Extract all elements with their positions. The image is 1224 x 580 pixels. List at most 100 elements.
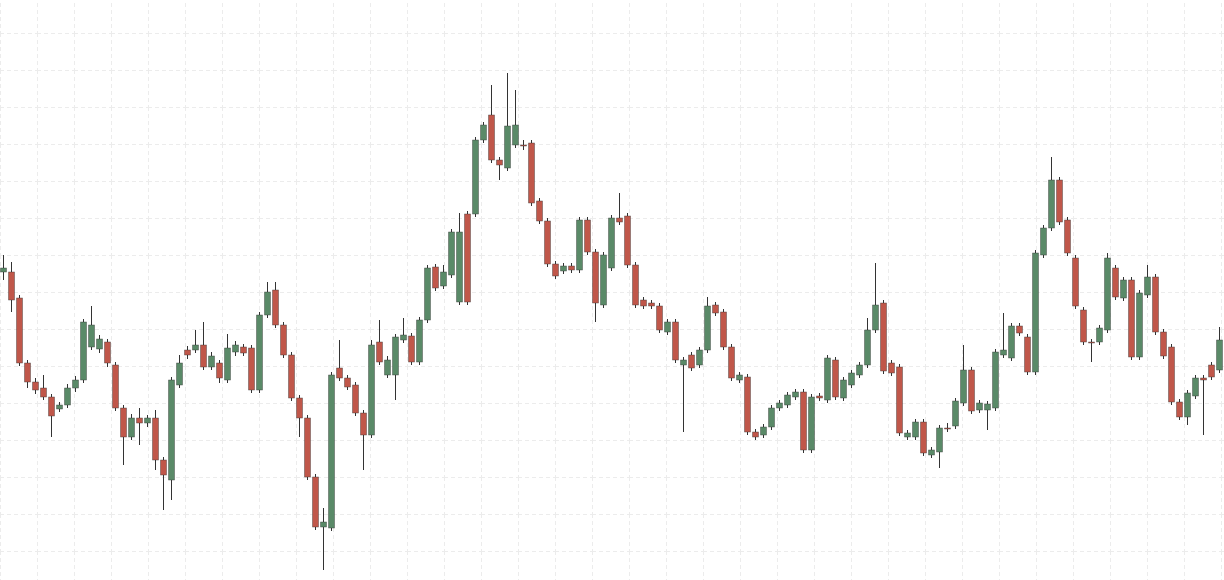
- candle-body: [416, 319, 423, 363]
- candle-body: [616, 217, 623, 223]
- candle-body: [208, 355, 215, 368]
- candle-body: [888, 362, 895, 374]
- candle-body: [472, 139, 479, 215]
- candle-body: [1024, 336, 1031, 373]
- candle-body: [400, 334, 407, 341]
- candle-body: [1152, 276, 1159, 333]
- candle-body: [600, 254, 607, 306]
- candle-body: [1040, 227, 1047, 256]
- candle-body: [1088, 341, 1095, 344]
- candle-body: [680, 359, 687, 366]
- candle-body: [984, 403, 991, 411]
- candle-body: [768, 407, 775, 428]
- candle-body: [488, 114, 495, 161]
- candle-body: [688, 354, 695, 369]
- candle-body: [496, 159, 503, 166]
- candle-body: [912, 421, 919, 438]
- candle-body: [1016, 325, 1023, 334]
- candle-body: [232, 344, 239, 353]
- candle-body: [424, 267, 431, 321]
- candle-body: [1064, 219, 1071, 254]
- candle-body: [216, 362, 223, 379]
- candle-body: [16, 297, 23, 364]
- candle-body: [928, 449, 935, 456]
- candle-body: [848, 372, 855, 386]
- candle-body: [624, 215, 631, 266]
- candle-body: [776, 402, 783, 409]
- candle-body: [432, 266, 439, 289]
- candle-body: [288, 354, 295, 399]
- candle-body: [1096, 327, 1103, 343]
- candle-body: [392, 336, 399, 376]
- candle-body: [1032, 252, 1039, 373]
- candle-body: [120, 407, 127, 438]
- candle-body: [800, 391, 807, 451]
- candle-body: [832, 359, 839, 398]
- candle-body: [592, 251, 599, 304]
- candle-body: [856, 364, 863, 376]
- candle-body: [960, 369, 967, 404]
- candle-body: [1120, 279, 1127, 299]
- candle-body: [656, 305, 663, 331]
- candle-body: [24, 362, 31, 383]
- candle-body: [1216, 339, 1223, 371]
- candle-body: [240, 346, 247, 354]
- candle-body: [648, 302, 655, 307]
- candle-body: [896, 366, 903, 434]
- candle-body: [304, 417, 311, 478]
- candle-body: [40, 387, 47, 398]
- candle-body: [1008, 325, 1015, 359]
- candle-body: [32, 381, 39, 391]
- candle-body: [792, 391, 799, 398]
- candle-body: [808, 396, 815, 451]
- candle-body: [184, 349, 191, 356]
- candle-body: [1112, 267, 1119, 298]
- candle-body: [328, 374, 335, 529]
- candle-body: [552, 263, 559, 277]
- candle-body: [168, 379, 175, 481]
- candle-body: [952, 400, 959, 427]
- candle-body: [0, 267, 7, 273]
- candle-body: [760, 426, 767, 436]
- candle-body: [840, 379, 847, 399]
- candle-body: [816, 395, 823, 399]
- candle-body: [296, 397, 303, 419]
- candle-body: [1176, 401, 1183, 418]
- candle-body: [544, 220, 551, 265]
- candle-body: [864, 329, 871, 366]
- candle-body: [1208, 364, 1215, 378]
- candle-body: [512, 124, 519, 146]
- candle-body: [1000, 349, 1007, 356]
- candle-body: [320, 521, 327, 528]
- candle-body: [264, 291, 271, 316]
- candle-body: [344, 377, 351, 388]
- candle-body: [1168, 346, 1175, 403]
- candle-body: [576, 219, 583, 271]
- candle-body: [872, 304, 879, 331]
- candle-body: [736, 374, 743, 381]
- candle-body: [1080, 309, 1087, 343]
- candle-body: [936, 427, 943, 453]
- candle-body: [664, 321, 671, 333]
- candle-body: [1128, 279, 1135, 358]
- candle-body: [1184, 392, 1191, 418]
- candle-body: [8, 271, 15, 301]
- candle-body: [752, 431, 759, 438]
- candle-body: [1056, 179, 1063, 223]
- candle-body: [640, 299, 647, 307]
- candle-body: [312, 476, 319, 528]
- candle-body: [56, 404, 63, 410]
- candle-body: [80, 321, 87, 381]
- candle-body: [1192, 377, 1199, 397]
- candle-body: [408, 335, 415, 363]
- candle-body: [272, 289, 279, 326]
- candle-body: [584, 219, 591, 253]
- candle-body: [784, 394, 791, 406]
- candle-body: [480, 124, 487, 141]
- candle-body: [1200, 377, 1207, 381]
- candle-body: [464, 213, 471, 303]
- candle-body: [968, 369, 975, 412]
- candle-body: [456, 231, 463, 303]
- candle-body: [920, 421, 927, 454]
